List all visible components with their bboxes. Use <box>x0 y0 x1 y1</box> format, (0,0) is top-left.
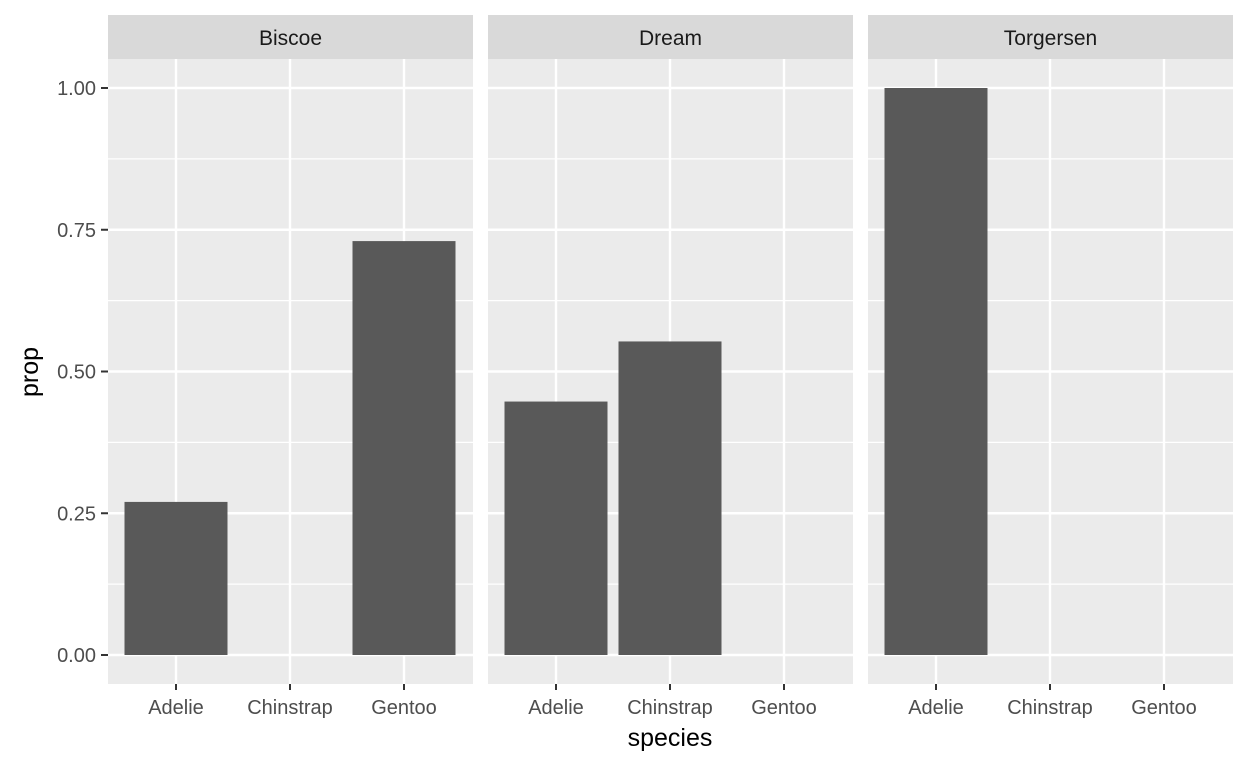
facet-panel-dream: Dream Adelie Chinstrap Gentoo <box>488 15 853 719</box>
x-tick-label: Adelie <box>528 697 584 719</box>
bar-dream-chinstrap <box>618 341 722 655</box>
x-tick-label: Chinstrap <box>1007 697 1093 719</box>
facet-strip <box>868 15 1233 59</box>
y-axis-title: prop <box>16 347 44 397</box>
y-tick-label: 0.50 <box>57 362 96 384</box>
facet-panel-torgersen: Torgersen Adelie Chinstrap Gentoo <box>868 15 1233 719</box>
facet-strip <box>108 15 473 59</box>
x-axis-title: species <box>628 724 713 752</box>
bar-biscoe-gentoo <box>352 241 456 655</box>
x-tick-label: Adelie <box>148 697 204 719</box>
facets: Biscoe Adelie Chinstrap Gentoo Dream Adelie Ch… <box>108 15 1233 719</box>
x-tick-label: Gentoo <box>371 697 437 719</box>
y-axis: 0.00 0.25 0.50 0.75 1.00 <box>57 78 108 667</box>
y-tick-label: 0.75 <box>57 220 96 242</box>
facet-strip-label: Torgersen <box>1004 27 1097 50</box>
facet-strip <box>488 15 853 59</box>
bar-dream-adelie <box>504 401 608 655</box>
x-tick-label: Chinstrap <box>247 697 333 719</box>
bar-biscoe-adelie <box>124 501 228 655</box>
x-tick-label: Adelie <box>908 697 964 719</box>
bar-torgersen-adelie <box>884 88 988 655</box>
y-tick-label: 0.00 <box>57 645 96 667</box>
facet-panel-biscoe: Biscoe Adelie Chinstrap Gentoo <box>108 15 473 719</box>
y-tick-label: 1.00 <box>57 78 96 100</box>
facet-strip-label: Biscoe <box>259 27 322 50</box>
x-tick-label: Gentoo <box>751 697 817 719</box>
facet-strip-label: Dream <box>639 27 702 50</box>
x-tick-label: Gentoo <box>1131 697 1197 719</box>
y-tick-label: 0.25 <box>57 503 96 525</box>
x-tick-label: Chinstrap <box>627 697 713 719</box>
